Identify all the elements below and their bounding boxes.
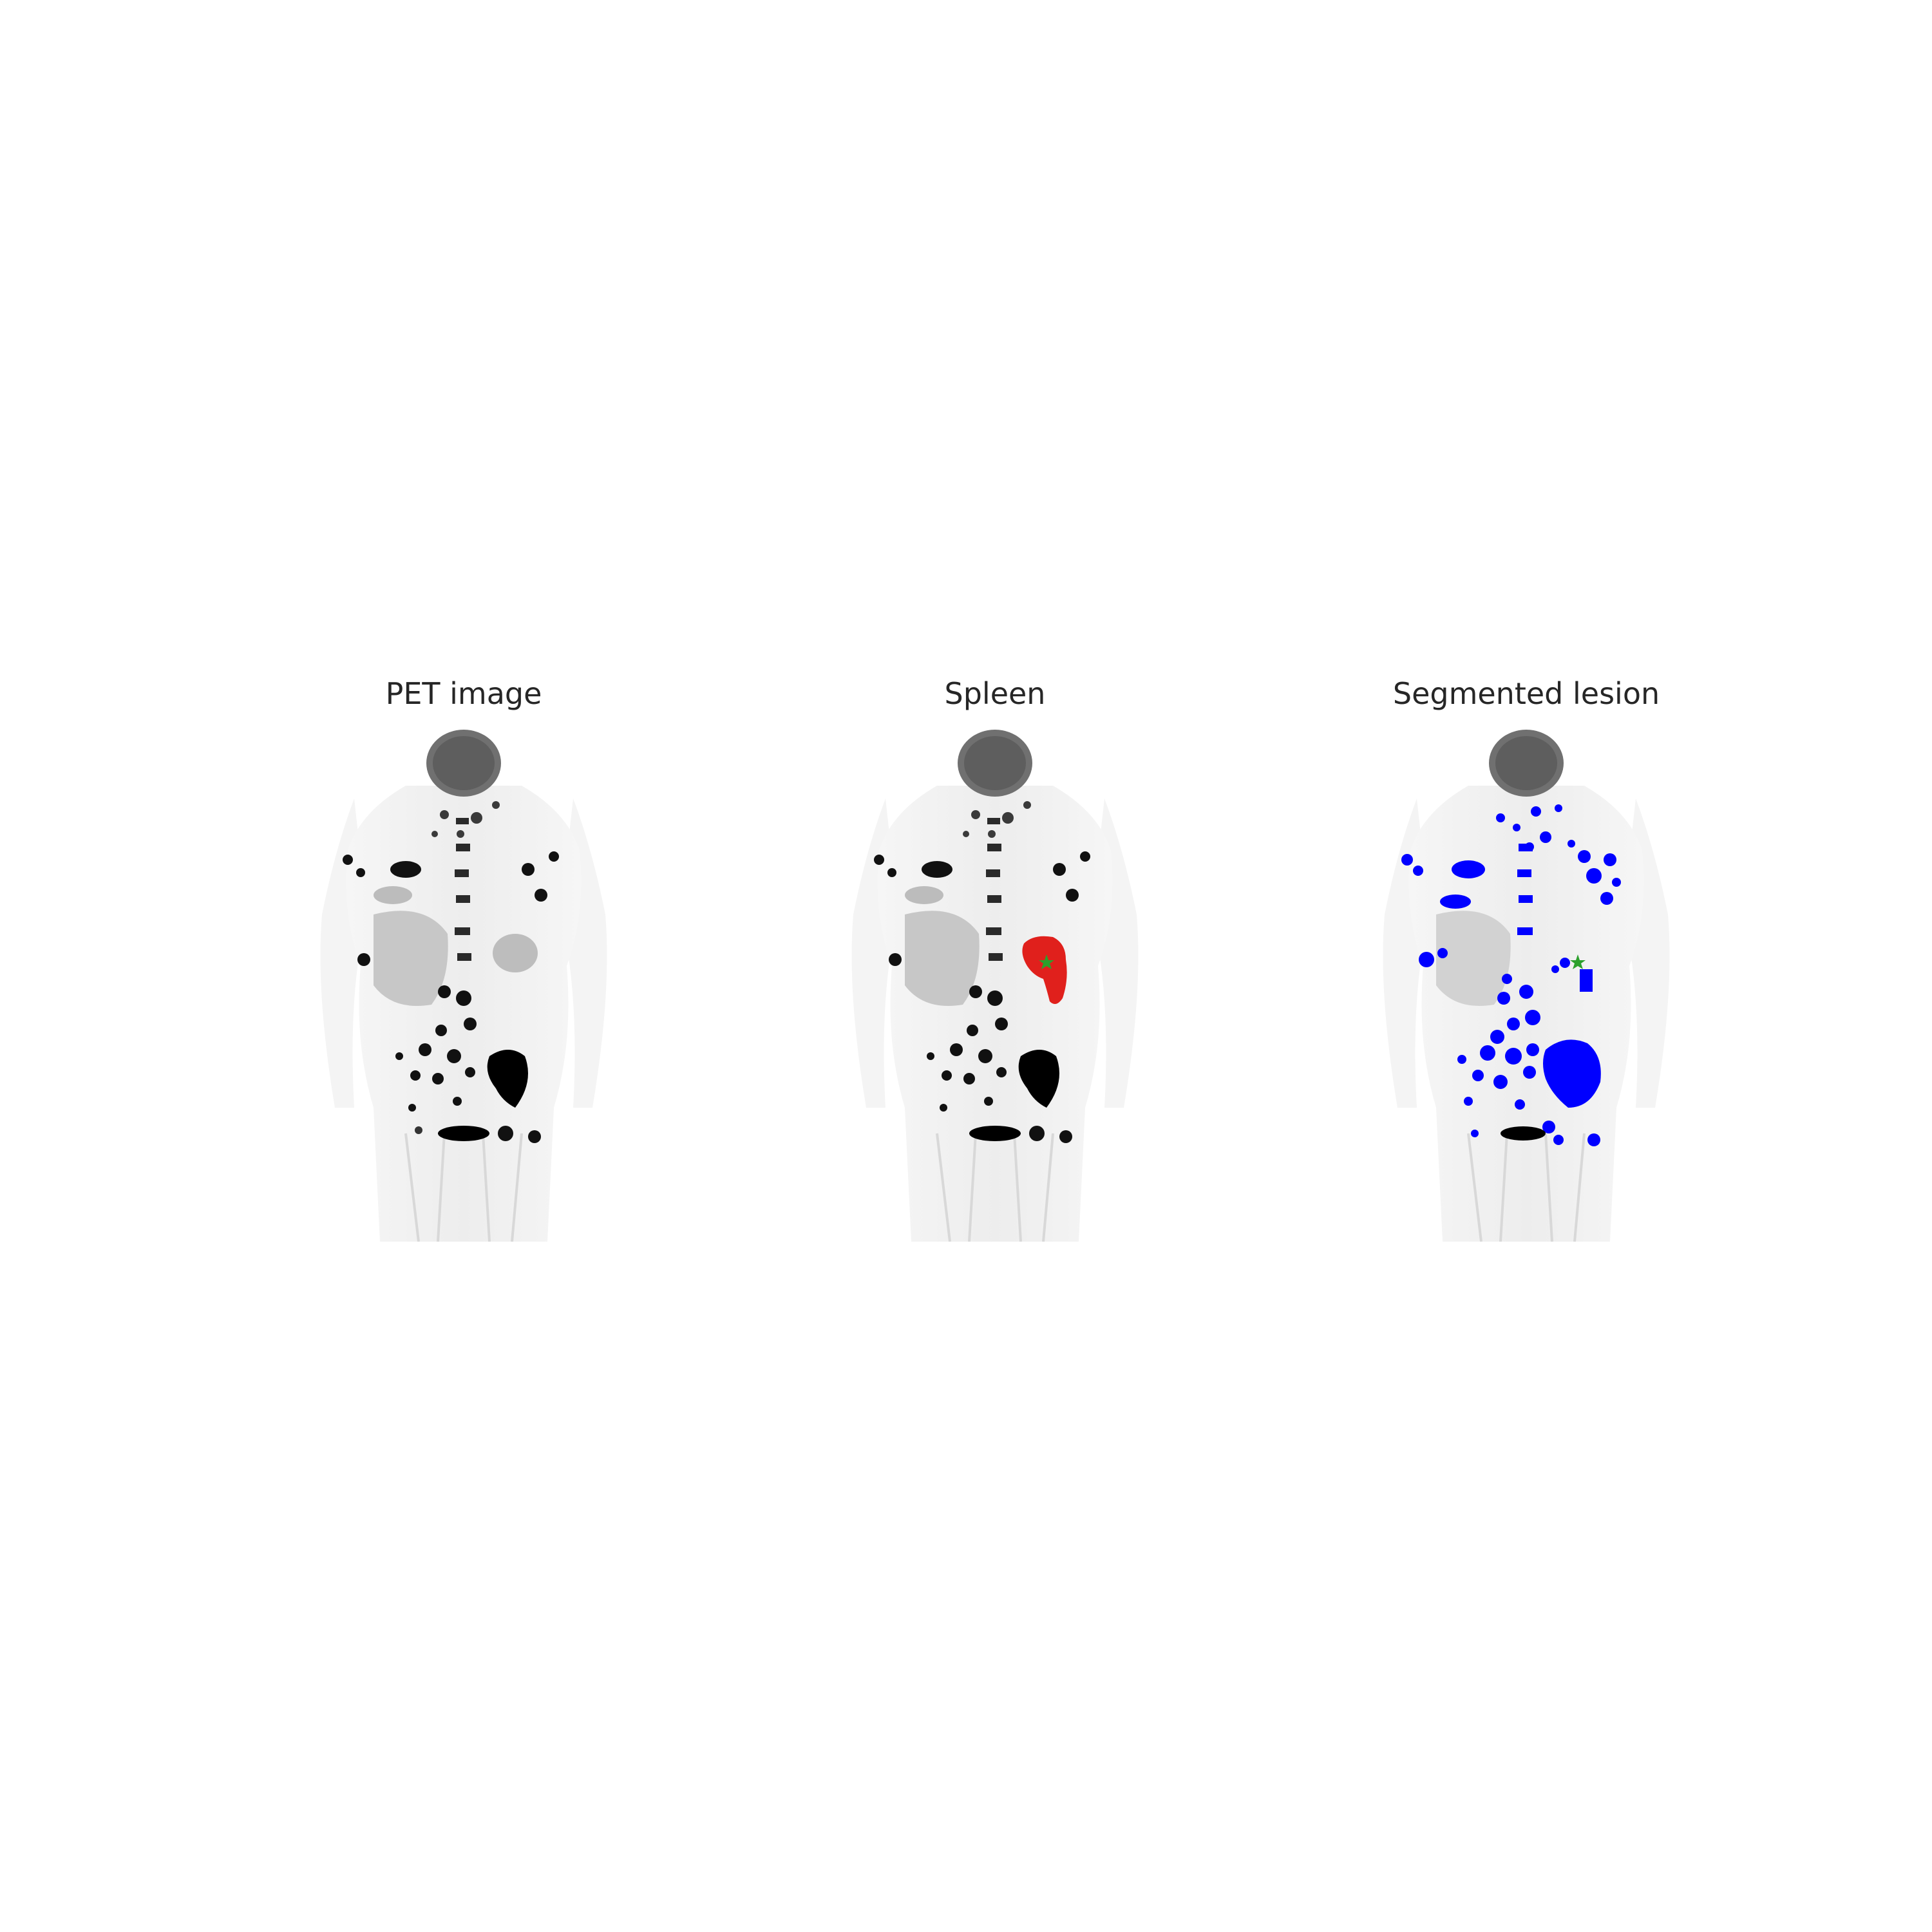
pet-mip-image: [320, 730, 607, 1242]
panel-title-lesion: Segmented lesion: [1392, 676, 1660, 711]
spleen-overlay-image: [851, 730, 1139, 1242]
panel-title-spleen: Spleen: [944, 676, 1046, 711]
lesion-overlay-image: [1383, 730, 1670, 1242]
lesion-mask: [1401, 804, 1621, 1146]
spleen-mask: [1022, 936, 1067, 1004]
centroid-marker-icon: [1570, 954, 1586, 969]
panel-title-pet: PET image: [385, 676, 542, 711]
centroid-marker-icon: [1039, 954, 1054, 969]
